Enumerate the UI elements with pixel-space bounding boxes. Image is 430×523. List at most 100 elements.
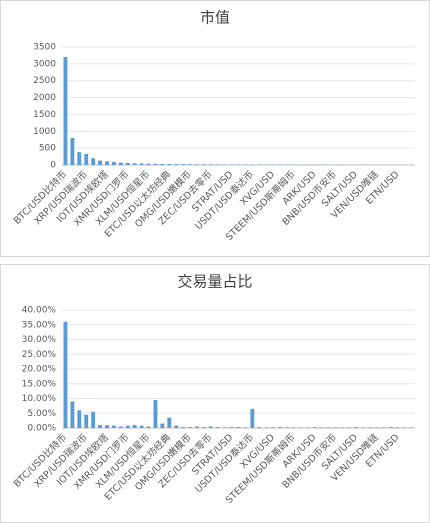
bar — [243, 427, 248, 428]
bar — [146, 426, 151, 428]
bar — [105, 425, 109, 428]
bar — [229, 164, 234, 165]
bar — [236, 427, 241, 428]
bar — [70, 138, 75, 165]
bar — [250, 408, 255, 428]
bar — [118, 162, 123, 165]
y-tick-label: 5.00% — [27, 409, 56, 419]
bar — [91, 411, 96, 428]
bar — [368, 427, 372, 428]
bar — [174, 425, 179, 428]
y-tick-label: 20.00% — [22, 365, 57, 375]
bar — [222, 427, 227, 428]
bar — [63, 57, 68, 165]
bar — [160, 163, 165, 165]
bar — [402, 427, 407, 428]
bar — [395, 427, 400, 428]
bar — [70, 401, 75, 428]
bar — [264, 427, 269, 428]
chart-title: 交易量占比 — [177, 273, 252, 291]
bar — [188, 164, 192, 165]
bar — [201, 427, 206, 428]
bar — [326, 427, 331, 428]
y-tick-label: 500 — [39, 144, 56, 154]
bar — [132, 425, 137, 428]
bar — [381, 427, 386, 428]
bar — [319, 427, 324, 428]
bar — [132, 163, 137, 165]
bar — [174, 164, 179, 165]
bar — [181, 427, 186, 428]
y-tick-label: 15.00% — [22, 379, 57, 389]
bar — [105, 161, 109, 165]
y-tick-label: 0.00% — [27, 424, 56, 434]
bar — [91, 158, 96, 165]
bar — [77, 152, 82, 165]
y-tick-label: 1000 — [33, 127, 56, 137]
bar — [139, 163, 144, 165]
bar — [153, 399, 158, 428]
bar — [201, 164, 206, 165]
bar — [215, 164, 220, 165]
y-tick-label: 2500 — [33, 76, 56, 86]
bar — [125, 425, 130, 428]
bar — [111, 425, 116, 428]
bar — [361, 427, 366, 428]
bar — [409, 427, 414, 428]
bar — [257, 427, 262, 428]
bar — [243, 164, 248, 165]
bar — [222, 164, 227, 165]
bar — [278, 427, 282, 428]
bar — [167, 417, 172, 428]
bar — [118, 426, 123, 428]
bar — [84, 414, 89, 428]
y-tick-label: 10.00% — [22, 394, 57, 404]
bar — [388, 427, 393, 428]
bar — [291, 427, 296, 428]
y-tick-label: 25.00% — [22, 350, 57, 360]
bar — [374, 427, 379, 428]
panel — [0, 264, 430, 523]
y-tick-label: 0 — [50, 161, 56, 171]
bar — [63, 321, 68, 428]
bar — [236, 164, 241, 165]
bar — [188, 427, 192, 428]
bar — [195, 426, 199, 428]
bar — [215, 427, 220, 428]
bar — [98, 425, 103, 428]
bar — [298, 427, 303, 428]
y-tick-label: 3500 — [33, 43, 56, 53]
y-tick-label: 1500 — [33, 110, 56, 120]
y-tick-label: 40.00% — [22, 306, 57, 316]
y-tick-label: 35.00% — [22, 320, 57, 330]
bar — [160, 423, 165, 428]
bar — [333, 427, 338, 428]
bar — [312, 427, 317, 428]
panel — [0, 0, 430, 257]
bar — [285, 427, 289, 428]
bar — [139, 425, 144, 428]
bar — [77, 410, 82, 428]
bar — [146, 163, 151, 165]
bar — [208, 426, 213, 428]
bar — [98, 160, 103, 165]
bar — [84, 153, 89, 165]
bar — [347, 427, 352, 428]
bar — [111, 161, 116, 165]
bar — [340, 427, 345, 428]
bar — [354, 427, 359, 428]
bar — [195, 164, 199, 165]
bar — [305, 427, 310, 428]
bar — [208, 164, 213, 165]
bar — [271, 427, 276, 428]
chart-title: 市值 — [200, 9, 230, 27]
bar — [167, 163, 172, 165]
y-tick-label: 3000 — [33, 59, 56, 69]
bar — [153, 163, 158, 165]
y-tick-label: 30.00% — [22, 335, 57, 345]
bar — [181, 164, 186, 165]
bar — [229, 427, 234, 428]
y-tick-label: 2000 — [33, 93, 56, 103]
